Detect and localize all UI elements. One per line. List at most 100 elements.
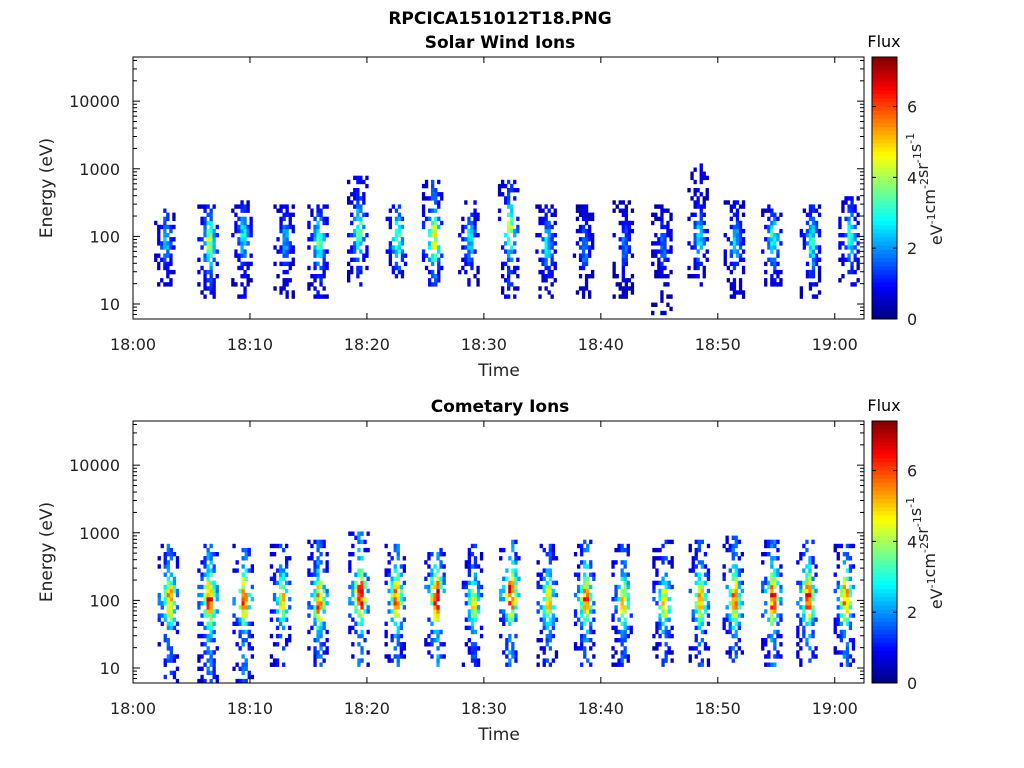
spectrogram-cell bbox=[664, 613, 668, 618]
spectrogram-cell bbox=[670, 539, 674, 545]
spectrogram-cell bbox=[353, 245, 357, 250]
spectrogram-cell bbox=[357, 609, 361, 614]
spectrogram-cell bbox=[586, 613, 590, 618]
spectrogram-cell bbox=[666, 257, 670, 262]
spectrogram-cell bbox=[353, 233, 357, 238]
spectrogram-cell bbox=[621, 286, 625, 291]
spectrogram-cell bbox=[735, 249, 740, 254]
spectrogram-cell bbox=[431, 233, 435, 238]
spectrogram-cell bbox=[620, 568, 624, 573]
spectrogram-cell bbox=[669, 294, 673, 299]
spectrogram-cell bbox=[234, 228, 238, 234]
spectrogram-cell bbox=[316, 224, 320, 230]
spectrogram-cell bbox=[841, 233, 845, 238]
spectrogram-cell bbox=[620, 658, 624, 663]
spectrogram-cell bbox=[551, 617, 555, 622]
spectrogram-cell bbox=[551, 580, 555, 586]
spectrogram-cell bbox=[237, 265, 241, 271]
colorbar-segment bbox=[872, 613, 897, 618]
colorbar-segment bbox=[872, 678, 897, 684]
spectrogram-cell bbox=[197, 269, 201, 275]
spectrogram-cell bbox=[279, 286, 283, 291]
spectrogram-cell bbox=[424, 560, 428, 565]
spectrogram-cell bbox=[667, 646, 671, 651]
spectrogram-cell bbox=[545, 605, 549, 610]
spectrogram-cell bbox=[731, 633, 735, 639]
spectrogram-cell bbox=[434, 274, 438, 279]
spectrogram-cell bbox=[700, 597, 704, 602]
spectrogram-cell bbox=[773, 220, 777, 226]
spectrogram-cell bbox=[212, 674, 216, 680]
spectrogram-cell bbox=[847, 241, 851, 246]
x-tick-label: 19:00 bbox=[812, 335, 858, 354]
spectrogram-cell bbox=[847, 237, 851, 242]
spectrogram-cell bbox=[316, 576, 320, 581]
spectrogram-cell bbox=[316, 233, 320, 238]
colorbar-tick-label: 6 bbox=[907, 98, 917, 117]
spectrogram-cell bbox=[276, 208, 280, 213]
spectrogram-cell bbox=[316, 568, 320, 573]
spectrogram-cell bbox=[738, 224, 743, 230]
spectrogram-cell bbox=[544, 253, 548, 258]
spectrogram-cell bbox=[548, 556, 552, 561]
spectrogram-cell bbox=[696, 200, 700, 205]
spectrogram-cell bbox=[172, 588, 177, 594]
spectrogram-cell bbox=[670, 584, 674, 590]
spectrogram-cell bbox=[316, 601, 320, 606]
spectrogram-cell bbox=[467, 609, 471, 614]
y-tick-label: 10000 bbox=[69, 456, 120, 475]
spectrogram-cell bbox=[285, 588, 289, 594]
spectrogram-cell bbox=[802, 617, 806, 622]
spectrogram-cell bbox=[163, 228, 167, 234]
spectrogram-cell bbox=[430, 638, 434, 643]
spectrogram-cell bbox=[402, 617, 406, 622]
spectrogram-cell bbox=[738, 233, 743, 238]
spectrogram-cell bbox=[439, 629, 443, 635]
spectrogram-cell bbox=[470, 580, 475, 586]
spectrogram-cell bbox=[310, 625, 314, 631]
colorbar-segment bbox=[872, 560, 897, 565]
spectrogram-cell bbox=[728, 654, 732, 659]
spectrogram-cell bbox=[583, 547, 587, 553]
spectrogram-cell bbox=[399, 654, 403, 659]
spectrogram-cell bbox=[212, 580, 216, 586]
spectrogram-cell bbox=[693, 179, 697, 185]
spectrogram-cell bbox=[514, 605, 518, 610]
spectrogram-cell bbox=[200, 584, 204, 590]
spectrogram-cell bbox=[770, 613, 774, 618]
colorbar-segment bbox=[872, 498, 897, 504]
spectrogram-cell bbox=[652, 597, 656, 602]
spectrogram-cell bbox=[589, 638, 593, 643]
spectrogram-cell bbox=[399, 564, 403, 569]
spectrogram-cell bbox=[175, 654, 180, 659]
spectrogram-cell bbox=[516, 188, 520, 193]
spectrogram-cell bbox=[589, 662, 593, 667]
spectrogram-cell bbox=[589, 625, 593, 631]
spectrogram-cell bbox=[206, 658, 210, 663]
spectrogram-cell bbox=[661, 609, 665, 614]
spectrogram-cell bbox=[209, 216, 213, 222]
axes-ticks: 18:00 18:10 18:20 18:30 18:40 18:50 19:0010100… bbox=[69, 57, 864, 354]
spectrogram-cell bbox=[209, 633, 213, 639]
spectrogram-cell bbox=[313, 278, 317, 283]
spectrogram-cell bbox=[669, 306, 673, 312]
spectrogram-cell bbox=[356, 196, 360, 201]
spectrogram-cell bbox=[390, 617, 394, 622]
spectrogram-cell bbox=[316, 625, 320, 631]
spectrogram-cell bbox=[209, 274, 213, 279]
spectrogram-cell bbox=[354, 605, 358, 610]
spectrogram-cell bbox=[244, 601, 248, 606]
spectrogram-cell bbox=[203, 633, 207, 639]
colorbar-segment bbox=[872, 572, 897, 577]
spectrogram-cell bbox=[322, 625, 326, 631]
spectrogram-cell bbox=[291, 257, 295, 262]
spectrogram-cell bbox=[273, 204, 277, 209]
spectrogram-cell bbox=[237, 257, 241, 262]
spectrogram-cell bbox=[694, 547, 698, 553]
spectrogram-cell bbox=[502, 650, 506, 655]
spectrogram-cell bbox=[473, 642, 478, 647]
spectrogram-cell bbox=[779, 654, 783, 659]
spectrogram-cell bbox=[396, 638, 400, 643]
spectrogram-cell bbox=[621, 208, 625, 213]
colorbar-segment bbox=[872, 241, 897, 246]
